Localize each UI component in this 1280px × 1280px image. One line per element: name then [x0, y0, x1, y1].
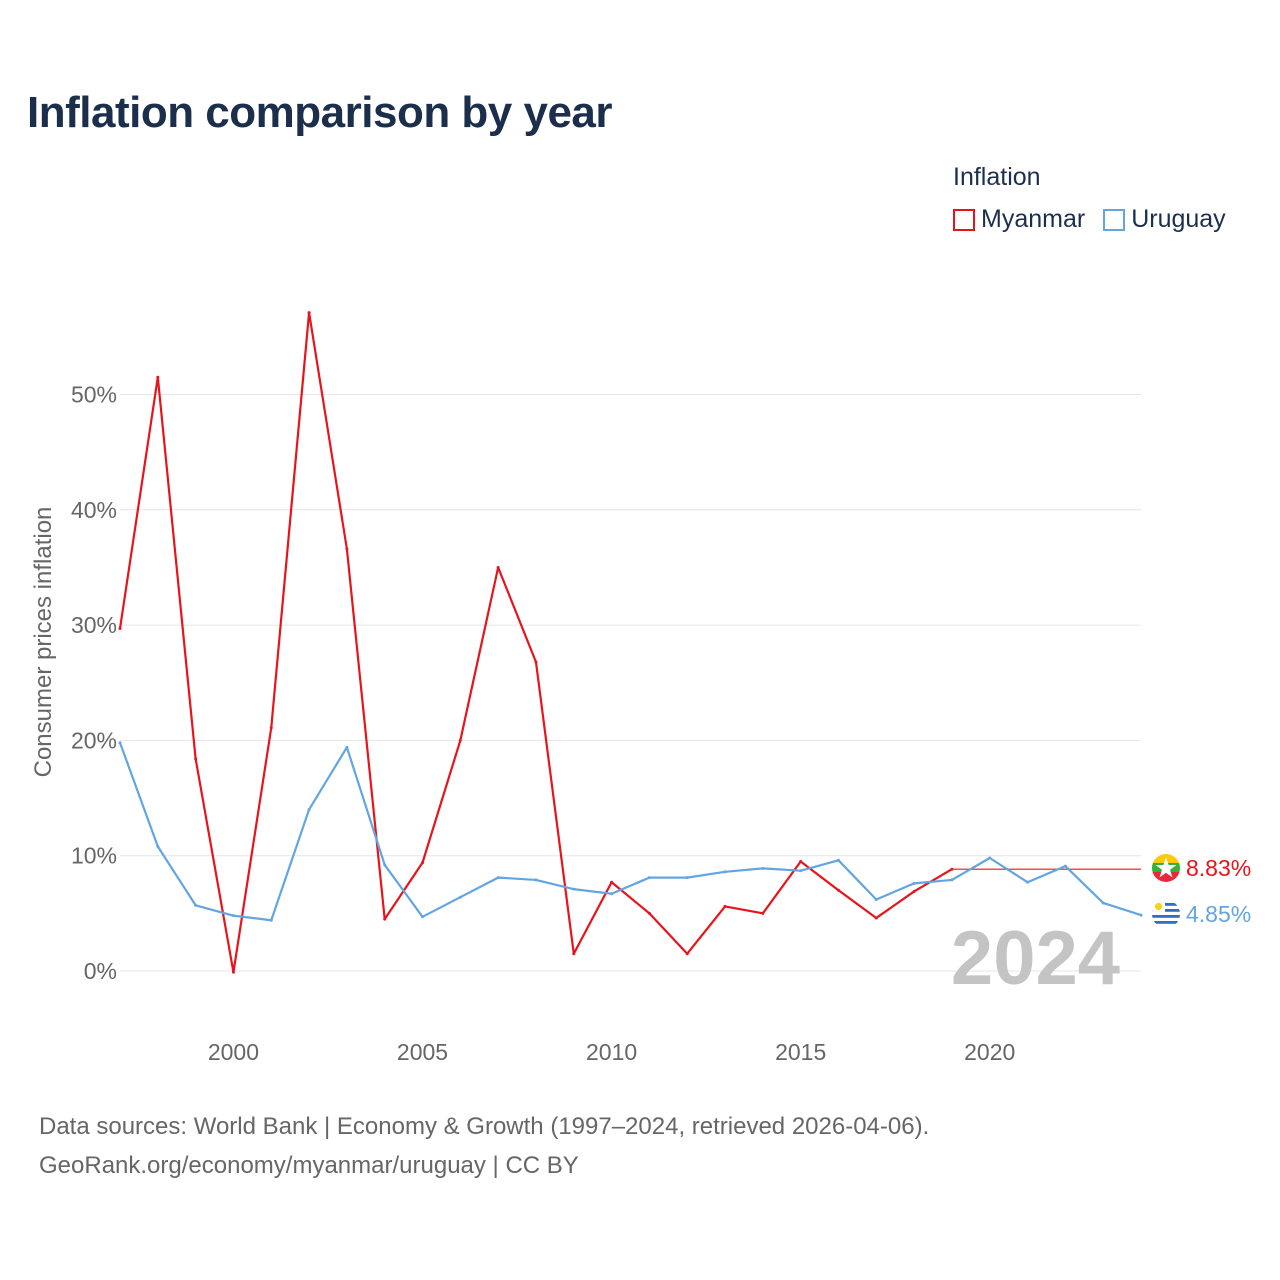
data-point-myanmar	[118, 627, 122, 631]
y-axis-label: Consumer prices inflation	[30, 507, 57, 778]
grid-layer	[120, 394, 1141, 972]
legend-title: Inflation	[953, 163, 1041, 191]
data-point-uruguay	[345, 745, 349, 749]
data-point-uruguay	[421, 915, 425, 919]
data-point-myanmar	[572, 952, 576, 956]
series-line-uruguay	[118, 742, 1142, 922]
data-point-myanmar	[194, 757, 198, 761]
data-point-uruguay	[988, 856, 992, 860]
data-point-myanmar	[383, 917, 387, 921]
series-line-myanmar	[118, 311, 953, 974]
data-source-text: Data sources: World Bank | Economy & Gro…	[39, 1113, 930, 1140]
data-point-uruguay	[836, 858, 840, 862]
footer: Data sources: World Bank | Economy & Gro…	[39, 1107, 929, 1185]
legend-label-myanmar: Myanmar	[981, 205, 1086, 233]
data-point-myanmar	[950, 867, 954, 871]
data-point-uruguay	[1139, 913, 1143, 917]
legend-item-myanmar[interactable]: Myanmar	[953, 205, 1085, 234]
data-point-uruguay	[458, 895, 462, 899]
data-point-myanmar	[156, 375, 160, 379]
data-point-myanmar	[458, 738, 462, 742]
data-point-uruguay	[1063, 864, 1067, 868]
data-point-uruguay	[610, 892, 614, 896]
data-point-uruguay	[118, 741, 122, 745]
data-point-myanmar	[421, 861, 425, 865]
end-label-uruguay: 4.85%	[1186, 901, 1251, 927]
data-point-myanmar	[307, 311, 311, 315]
data-point-uruguay	[307, 808, 311, 812]
x-tick-label: 2000	[208, 1039, 259, 1065]
year-watermark: 2024	[951, 916, 1120, 1001]
chart-title: Inflation comparison by year	[27, 88, 613, 137]
data-point-uruguay	[874, 898, 878, 902]
data-point-myanmar	[610, 880, 614, 884]
end-label-myanmar: 8.83%	[1186, 855, 1251, 881]
x-tick-label: 2015	[775, 1039, 826, 1065]
data-point-uruguay	[799, 869, 803, 873]
y-tick-label: 30%	[71, 612, 117, 638]
uruguay-flag-icon	[1152, 900, 1180, 928]
data-point-uruguay	[572, 887, 576, 891]
data-point-uruguay	[950, 878, 954, 882]
line-chart: 0% 10% 20% 30% 40% 50% 2000 2005 2010 2015 2020 Con…	[30, 311, 1251, 1066]
data-point-uruguay	[156, 844, 160, 848]
y-tick-label: 20%	[71, 727, 117, 753]
data-point-uruguay	[496, 876, 500, 880]
y-tick-label: 50%	[71, 382, 117, 408]
data-point-uruguay	[685, 876, 689, 880]
data-point-uruguay	[723, 870, 727, 874]
myanmar-flag-icon	[1152, 854, 1180, 882]
data-point-uruguay	[534, 878, 538, 882]
data-point-myanmar	[836, 888, 840, 892]
legend: Myanmar Uruguay	[953, 205, 1226, 234]
data-point-myanmar	[231, 970, 235, 974]
data-point-uruguay	[647, 876, 651, 880]
y-tick-label: 40%	[71, 497, 117, 523]
series-layer	[118, 311, 1143, 974]
data-point-myanmar	[912, 889, 916, 893]
data-point-myanmar	[723, 904, 727, 908]
y-tick-label: 0%	[84, 958, 117, 984]
x-tick-label: 2020	[964, 1039, 1015, 1065]
data-point-myanmar	[496, 565, 500, 569]
data-point-myanmar	[345, 547, 349, 551]
data-point-myanmar	[269, 726, 273, 730]
data-point-myanmar	[874, 916, 878, 920]
data-point-uruguay	[1101, 901, 1105, 905]
data-point-uruguay	[383, 863, 387, 867]
legend-item-uruguay[interactable]: Uruguay	[1103, 205, 1226, 234]
axis-layer: 0% 10% 20% 30% 40% 50% 2000 2005 2010 2015 2020 Con…	[30, 382, 1015, 1066]
data-point-uruguay	[194, 903, 198, 907]
x-tick-label: 2005	[397, 1039, 448, 1065]
legend-label-uruguay: Uruguay	[1131, 205, 1226, 233]
x-tick-label: 2010	[586, 1039, 637, 1065]
data-point-myanmar	[799, 859, 803, 863]
data-point-uruguay	[1026, 880, 1030, 884]
license-link[interactable]: GeoRank.org/economy/myanmar/uruguay | CC…	[39, 1152, 579, 1179]
data-point-myanmar	[761, 911, 765, 915]
data-point-myanmar	[685, 952, 689, 956]
legend-swatch-uruguay	[1103, 208, 1126, 231]
data-point-uruguay	[231, 914, 235, 918]
legend-swatch-myanmar	[953, 208, 975, 231]
data-point-myanmar	[647, 911, 651, 915]
y-tick-label: 10%	[71, 843, 117, 869]
label-layer: 8.83% 4.85%	[1186, 855, 1251, 927]
data-point-myanmar	[534, 660, 538, 664]
data-point-uruguay	[761, 866, 765, 870]
data-point-uruguay	[912, 881, 916, 885]
data-point-uruguay	[269, 918, 273, 922]
